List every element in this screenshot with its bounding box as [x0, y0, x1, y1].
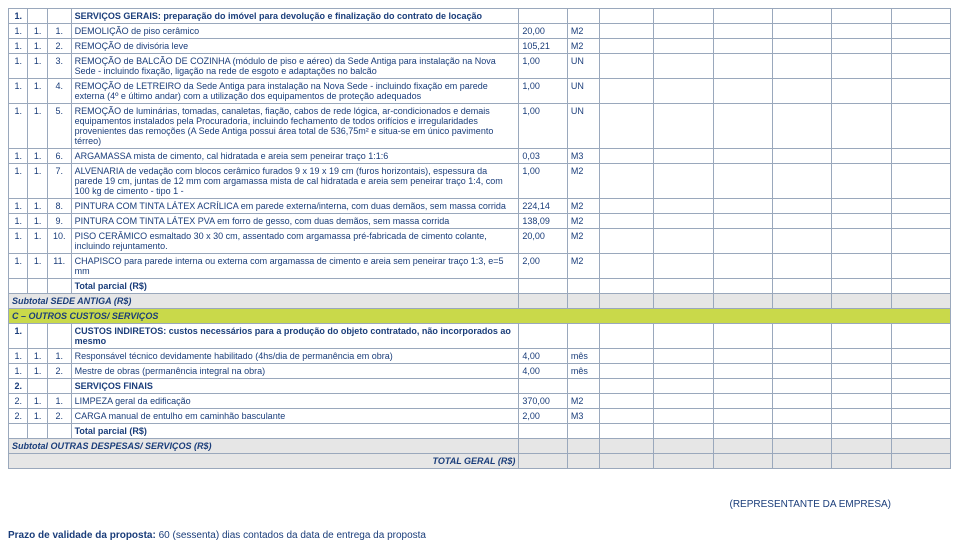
table-row: 1.1.6.ARGAMASSA mista de cimento, cal hi… [9, 149, 951, 164]
validity-text: 60 (sessenta) dias contados da data de e… [156, 530, 426, 541]
table-row: 2.1.1.LIMPEZA geral da edificação370,00M… [9, 394, 951, 409]
subtotal-row: Subtotal OUTRAS DESPESAS/ SERVIÇOS (R$) [9, 439, 951, 454]
table-row: 1.1.4.REMOÇÃO de LETREIRO da Sede Antiga… [9, 79, 951, 104]
validity-line: Prazo de validade da proposta: 60 (sesse… [8, 530, 951, 541]
table-row: 1.1.2.Mestre de obras (permanência integ… [9, 364, 951, 379]
table-row: 1.1.11.CHAPISCO para parede interna ou e… [9, 254, 951, 279]
validity-label: Prazo de validade da proposta: [8, 530, 156, 541]
representative-line: (REPRESENTANTE DA EMPRESA) [8, 499, 891, 510]
group-header-row: 1.SERVIÇOS GERAIS: preparação do imóvel … [9, 9, 951, 24]
budget-table: 1.SERVIÇOS GERAIS: preparação do imóvel … [8, 8, 951, 469]
section-row: C – OUTROS CUSTOS/ SERVIÇOS [9, 309, 951, 324]
table-row: 2.1.2.CARGA manual de entulho em caminhã… [9, 409, 951, 424]
table-row: 1.1.2.REMOÇÃO de divisória leve105,21M2 [9, 39, 951, 54]
table-row: 1.1.10.PISO CERÂMICO esmaltado 30 x 30 c… [9, 229, 951, 254]
total-parcial-row: Total parcial (R$) [9, 279, 951, 294]
table-row: 1.1.1.DEMOLIÇÃO de piso cerâmico20,00M2 [9, 24, 951, 39]
table-row: 1.1.9.PINTURA COM TINTA LÁTEX PVA em for… [9, 214, 951, 229]
table-row: 1.1.5.REMOÇÃO de luminárias, tomadas, ca… [9, 104, 951, 149]
group-header-row: 2.SERVIÇOS FINAIS [9, 379, 951, 394]
subtotal-row: Subtotal SEDE ANTIGA (R$) [9, 294, 951, 309]
total-parcial-row: Total parcial (R$) [9, 424, 951, 439]
table-row: 1.1.3.REMOÇÃO de BALCÃO DE COZINHA (módu… [9, 54, 951, 79]
total-geral-row: TOTAL GERAL (R$) [9, 454, 951, 469]
table-row: 1.1.1.Responsável técnico devidamente ha… [9, 349, 951, 364]
table-row: 1.1.7.ALVENARIA de vedação com blocos ce… [9, 164, 951, 199]
table-row: 1.1.8.PINTURA COM TINTA LÁTEX ACRÍLICA e… [9, 199, 951, 214]
group-header-row: 1.CUSTOS INDIRETOS: custos necessários p… [9, 324, 951, 349]
